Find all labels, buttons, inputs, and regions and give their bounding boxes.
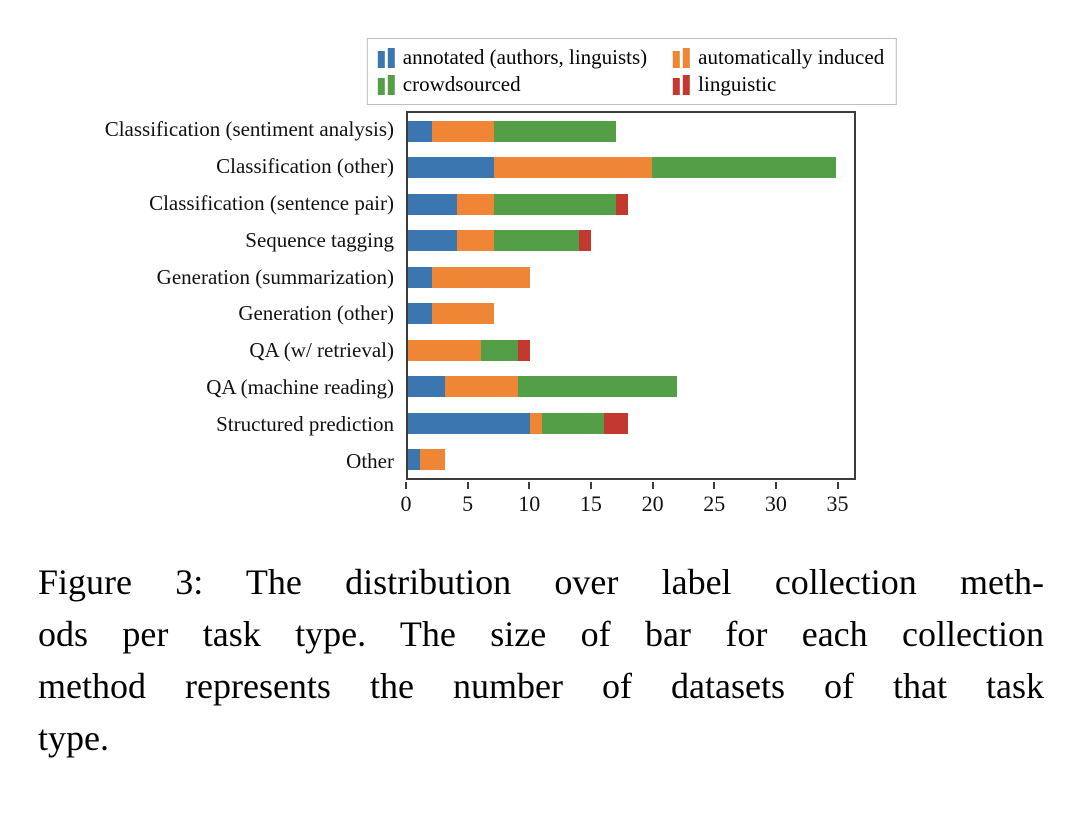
category-label: Generation (summarization) <box>156 264 394 289</box>
legend-label: linguistic <box>698 72 777 96</box>
bar-row <box>408 332 854 369</box>
category-label: Classification (sentiment analysis) <box>104 116 394 141</box>
x-tick-label: 25 <box>703 491 726 516</box>
bar-segment <box>432 266 531 288</box>
bar-row <box>408 296 854 333</box>
chart-legend: annotated (authors, linguists) automatica… <box>366 38 898 105</box>
bar-segment <box>493 230 580 252</box>
x-tick-label: 10 <box>518 491 541 516</box>
x-tick-label: 20 <box>641 491 664 516</box>
x-tick-label: 5 <box>462 491 474 516</box>
bar-row <box>408 442 854 479</box>
bar-segment <box>408 339 482 361</box>
bar-segment <box>493 157 653 179</box>
category-label: QA (machine reading) <box>206 375 394 400</box>
bar-segment <box>408 230 457 252</box>
legend-label: annotated (authors, linguists) <box>402 45 648 69</box>
category-label: Classification (sentence pair) <box>149 190 394 215</box>
bar-segment <box>408 120 433 142</box>
legend-item: crowdsourced <box>377 72 647 97</box>
bar-segment <box>432 120 494 142</box>
bar-segment <box>493 120 616 142</box>
x-tick-mark <box>774 482 777 489</box>
x-tick-mark <box>528 482 531 489</box>
x-tick-mark <box>466 482 469 489</box>
bar-segment <box>542 412 604 434</box>
category-label: Structured prediction <box>216 412 394 437</box>
legend-swatch-icon <box>377 47 395 68</box>
x-tick-mark <box>651 482 654 489</box>
bar-row <box>408 186 854 223</box>
bar-segment <box>579 230 592 252</box>
bar-row <box>408 405 854 442</box>
category-label: Classification (other) <box>216 153 394 178</box>
bar-segment <box>493 193 616 215</box>
bar-segment <box>652 157 836 179</box>
bar-row <box>408 150 854 187</box>
bar-segment <box>481 339 518 361</box>
legend-item: annotated (authors, linguists) <box>377 45 648 70</box>
x-tick-label: 35 <box>826 491 849 516</box>
x-tick-mark <box>405 482 407 489</box>
x-tick-label: 30 <box>764 491 787 516</box>
x-tick-mark <box>589 482 592 489</box>
bar-row <box>408 223 854 260</box>
bar-segment <box>420 449 445 471</box>
legend-swatch-icon <box>377 74 395 95</box>
legend-item: automatically induced <box>673 45 884 70</box>
x-tick-mark <box>713 482 716 489</box>
figure-caption: Figure 3: The distribution over label co… <box>38 556 1044 764</box>
x-tick-label: 15 <box>579 491 602 516</box>
bar-row <box>408 259 854 296</box>
bar-segment <box>408 412 531 434</box>
legend-item: linguistic <box>673 72 884 97</box>
bar-row <box>408 113 854 150</box>
x-axis: 0 5 10 15 20 25 30 35 <box>401 480 856 525</box>
legend-label: automatically induced <box>698 45 885 69</box>
caption-line: Figure 3: The distribution over label co… <box>38 562 1044 602</box>
bar-segment <box>408 303 433 325</box>
legend-swatch-icon <box>673 74 691 95</box>
bar-segment <box>408 449 421 471</box>
bar-segment <box>444 376 518 398</box>
plot-area <box>406 111 856 480</box>
bar-segment <box>408 376 445 398</box>
category-label: Other <box>346 449 394 474</box>
bar-segment <box>456 193 494 215</box>
legend-label: crowdsourced <box>402 72 521 96</box>
bar-segment <box>408 193 457 215</box>
legend-swatch-icon <box>673 47 691 68</box>
caption-line: ods per task type. The size of bar for e… <box>38 614 1044 654</box>
x-tick-label: 0 <box>400 491 412 516</box>
bar-segment <box>432 303 494 325</box>
caption-line: method represents the number of datasets… <box>38 666 1044 706</box>
category-label: Generation (other) <box>238 301 394 326</box>
bar-segment <box>530 412 543 434</box>
bar-segment <box>408 266 433 288</box>
caption-line: type. <box>38 718 109 758</box>
bar-segment <box>456 230 494 252</box>
category-label: QA (w/ retrieval) <box>249 338 394 363</box>
bar-row <box>408 369 854 406</box>
bar-segment <box>408 157 494 179</box>
bar-segment <box>603 412 628 434</box>
category-label: Sequence tagging <box>245 227 394 252</box>
bar-segment <box>517 376 677 398</box>
bar-segment <box>615 193 628 215</box>
x-tick-mark <box>836 482 839 489</box>
category-labels: Classification (sentiment analysis) Class… <box>0 111 394 480</box>
bar-segment <box>517 339 531 361</box>
